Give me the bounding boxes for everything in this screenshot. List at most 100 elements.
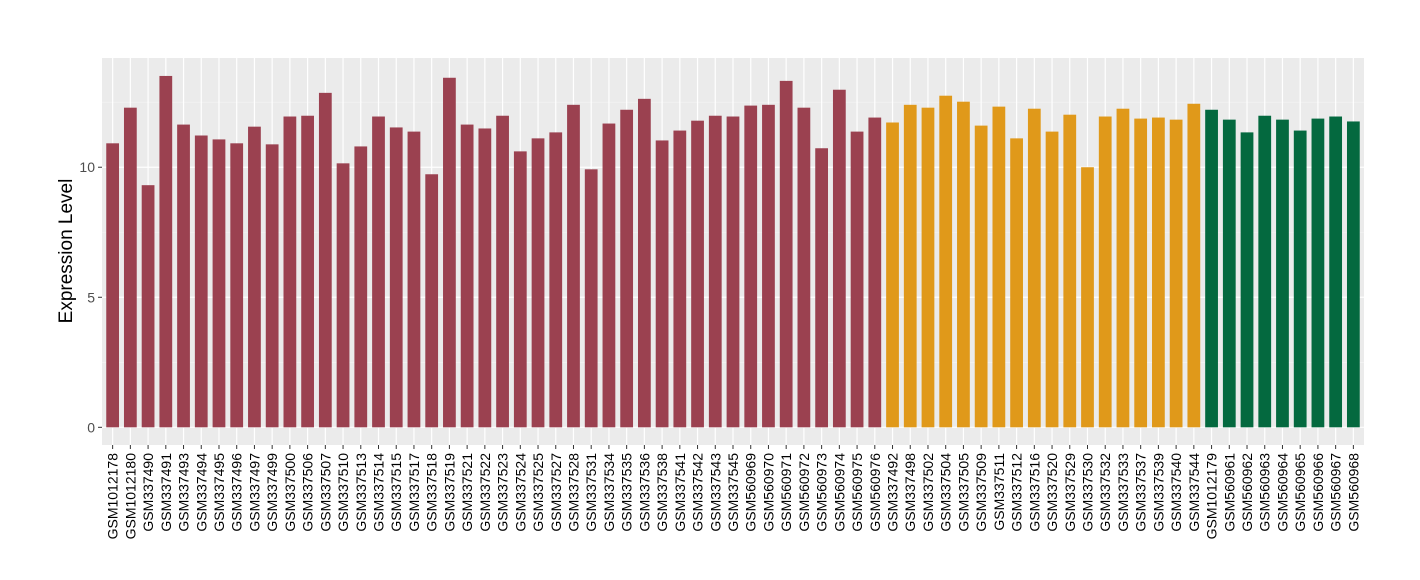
x-tick-label: GSM337525 (530, 453, 546, 532)
x-tick-label: GSM337505 (955, 453, 971, 532)
x-tick-label: GSM337514 (371, 453, 387, 532)
bar-GSM337502 (921, 107, 935, 428)
x-tick-label: GSM337536 (636, 453, 652, 532)
bar-GSM337545 (726, 116, 740, 428)
x-tick-label: GSM560963 (1257, 453, 1273, 532)
y-axis-label: Expression Level (56, 179, 77, 324)
bar-GSM337529 (1063, 114, 1077, 428)
x-tick-label: GSM560969 (743, 453, 759, 532)
x-tick-label: GSM560966 (1310, 453, 1326, 532)
x-tick-label: GSM337545 (725, 453, 741, 532)
bar-GSM337542 (691, 120, 704, 428)
x-tick-label: GSM337500 (282, 453, 298, 532)
x-tick-label: GSM337529 (1062, 453, 1078, 532)
x-tick-label: GSM1012179 (1204, 453, 1220, 540)
bar-GSM337523 (496, 115, 509, 428)
x-tick-label: GSM337534 (601, 453, 617, 532)
bar-GSM337497 (248, 126, 261, 428)
bar-GSM337540 (1169, 119, 1183, 428)
x-tick-label: GSM337541 (672, 453, 688, 532)
x-tick-label: GSM560961 (1221, 453, 1237, 532)
bar-GSM337494 (194, 135, 208, 428)
bar-GSM560969 (744, 105, 758, 428)
bar-GSM337517 (407, 131, 421, 428)
x-axis: GSM1012178 GSM1012180 GSM337490 GSM337491 GS… (105, 445, 1361, 540)
x-tick-label: GSM337513 (353, 453, 369, 532)
bar-GSM560970 (762, 104, 775, 428)
bar-GSM337515 (389, 127, 403, 428)
bar-GSM337524 (513, 151, 527, 428)
x-tick-label: GSM337510 (335, 453, 351, 532)
bar-GSM337516 (1027, 108, 1041, 428)
bar-GSM560967 (1329, 116, 1343, 428)
x-tick-label: GSM337537 (1133, 453, 1149, 532)
bar-GSM337534 (602, 123, 616, 428)
x-tick-label: GSM337518 (424, 453, 440, 532)
x-tick-label: GSM337527 (548, 453, 564, 532)
x-tick-label: GSM337544 (1186, 453, 1202, 532)
bar-GSM1012179 (1205, 109, 1218, 428)
bar-GSM337498 (903, 104, 917, 428)
bar-GSM337537 (1134, 118, 1148, 428)
x-tick-label: GSM337495 (211, 453, 227, 532)
x-tick-label: GSM337519 (441, 453, 457, 532)
bar-GSM337491 (159, 75, 173, 428)
x-tick-label: GSM337502 (920, 453, 936, 532)
x-tick-label: GSM337520 (1044, 453, 1060, 532)
bar-GSM337496 (230, 143, 244, 428)
bar-GSM337490 (141, 185, 155, 428)
x-tick-label: GSM337512 (1009, 453, 1025, 532)
bar-GSM560962 (1240, 132, 1254, 428)
x-tick-label: GSM337507 (317, 453, 333, 532)
x-tick-label: GSM337543 (707, 453, 723, 532)
bar-GSM337522 (478, 128, 492, 428)
x-tick-label: GSM560968 (1345, 453, 1361, 532)
bar-GSM337525 (531, 138, 545, 428)
x-tick-label: GSM560965 (1292, 453, 1308, 532)
x-tick-label: GSM337511 (991, 453, 1007, 531)
bar-GSM560974 (832, 89, 846, 428)
bar-GSM337512 (1010, 138, 1023, 428)
bar-GSM337511 (992, 106, 1006, 428)
x-tick-label: GSM337506 (300, 453, 316, 532)
bar-GSM337535 (620, 109, 634, 428)
x-tick-label: GSM337504 (938, 453, 954, 532)
y-tick-label: 0 (87, 419, 95, 435)
bar-GSM337519 (443, 77, 456, 428)
bar-GSM337528 (567, 104, 580, 428)
x-tick-label: GSM337493 (176, 453, 192, 532)
bar-GSM560976 (868, 117, 882, 428)
bar-GSM337539 (1152, 117, 1165, 428)
bar-GSM337518 (425, 174, 439, 428)
bar-GSM337505 (957, 101, 970, 428)
x-tick-label: GSM560964 (1274, 453, 1290, 532)
x-tick-label: GSM337517 (406, 453, 422, 532)
bar-GSM337544 (1187, 103, 1201, 428)
x-tick-label: GSM560975 (849, 453, 865, 532)
bar-GSM337527 (549, 132, 563, 428)
bar-GSM560972 (797, 107, 811, 428)
x-tick-label: GSM560974 (831, 453, 847, 532)
x-tick-label: GSM560967 (1328, 453, 1344, 532)
bar-GSM337510 (336, 163, 350, 428)
x-tick-label: GSM337532 (1097, 453, 1113, 532)
y-axis: 0 5 10 (79, 159, 102, 435)
x-tick-label: GSM337494 (193, 453, 209, 532)
bar-GSM560966 (1311, 118, 1325, 428)
bar-GSM337495 (212, 139, 226, 428)
x-tick-label: GSM560973 (814, 453, 830, 532)
x-tick-label: GSM337528 (565, 453, 581, 532)
bar-GSM337530 (1081, 167, 1094, 428)
bar-GSM337538 (655, 140, 669, 428)
bar-GSM337500 (283, 116, 297, 428)
x-tick-label: GSM337492 (885, 453, 901, 532)
bar-GSM560973 (815, 148, 829, 428)
x-tick-label: GSM337515 (388, 453, 404, 532)
x-tick-label: GSM337523 (495, 453, 511, 532)
x-tick-label: GSM337498 (902, 453, 918, 532)
bar-GSM337536 (637, 98, 651, 428)
x-tick-label: GSM337509 (973, 453, 989, 532)
bar-GSM337533 (1116, 108, 1130, 428)
bar-GSM560963 (1258, 115, 1272, 428)
